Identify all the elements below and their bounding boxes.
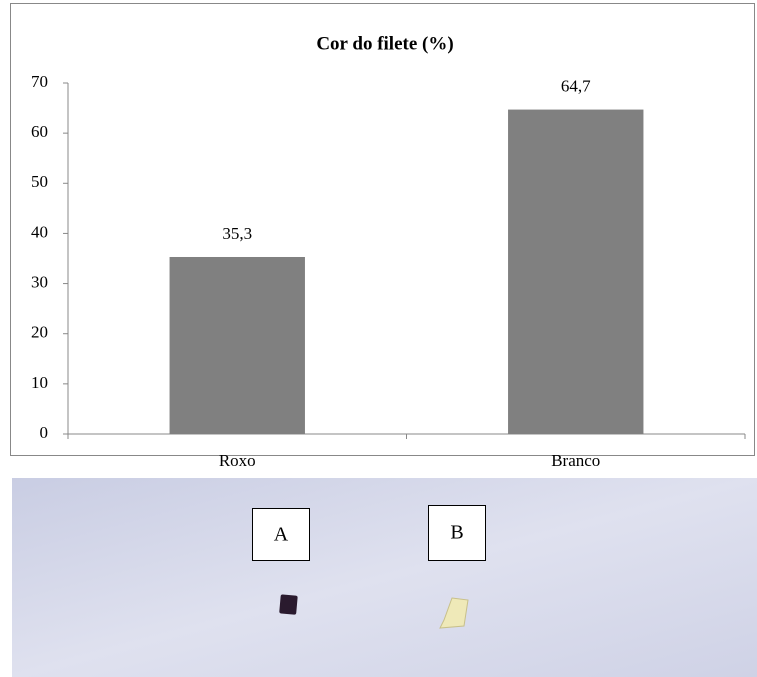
chart-title: Cor do filete (%) bbox=[316, 33, 453, 54]
photo-label: B bbox=[450, 522, 463, 544]
data-label: 35,3 bbox=[222, 224, 252, 243]
y-tick-label: 60 bbox=[31, 122, 48, 141]
x-tick-label: Branco bbox=[551, 451, 600, 470]
y-tick-label: 30 bbox=[31, 272, 48, 291]
y-tick-label: 20 bbox=[31, 323, 48, 342]
page: Cor do filete (%) 0 10 20 30 40 50 60 70 Roxo 35,… bbox=[0, 0, 757, 677]
bar bbox=[508, 110, 643, 434]
photo-background bbox=[12, 478, 757, 677]
y-tick-label: 70 bbox=[31, 72, 48, 91]
y-tick-label: 40 bbox=[31, 222, 48, 241]
photo-label: A bbox=[274, 524, 289, 546]
y-tick-label: 10 bbox=[31, 373, 48, 392]
y-tick-label: 50 bbox=[31, 172, 48, 191]
bar bbox=[170, 257, 305, 434]
data-label: 64,7 bbox=[561, 76, 591, 95]
x-tick-label: Roxo bbox=[219, 451, 256, 470]
purple-filament bbox=[279, 594, 298, 614]
figure: Cor do filete (%) 0 10 20 30 40 50 60 70 Roxo 35,… bbox=[0, 0, 757, 677]
photo: A B bbox=[12, 478, 757, 677]
y-tick-label: 0 bbox=[40, 423, 49, 442]
